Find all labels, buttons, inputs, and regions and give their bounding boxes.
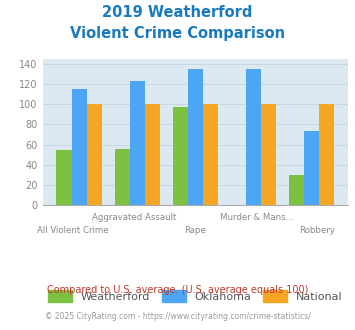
- Bar: [130, 82, 145, 205]
- Text: Compared to U.S. average. (U.S. average equals 100): Compared to U.S. average. (U.S. average …: [47, 285, 308, 295]
- Bar: [203, 105, 218, 205]
- Bar: [56, 149, 72, 205]
- Bar: [87, 105, 102, 205]
- Bar: [261, 105, 276, 205]
- Text: Aggravated Assault: Aggravated Assault: [92, 213, 176, 222]
- Text: Murder & Mans...: Murder & Mans...: [219, 213, 293, 222]
- Bar: [289, 175, 304, 205]
- Text: Violent Crime Comparison: Violent Crime Comparison: [70, 26, 285, 41]
- Bar: [188, 69, 203, 205]
- Bar: [304, 131, 319, 205]
- Bar: [115, 148, 130, 205]
- Text: All Violent Crime: All Violent Crime: [37, 226, 109, 235]
- Text: © 2025 CityRating.com - https://www.cityrating.com/crime-statistics/: © 2025 CityRating.com - https://www.city…: [45, 312, 310, 321]
- Text: Robbery: Robbery: [299, 226, 335, 235]
- Legend: Weatherford, Oklahoma, National: Weatherford, Oklahoma, National: [43, 286, 347, 307]
- Bar: [319, 105, 334, 205]
- Bar: [246, 69, 261, 205]
- Bar: [72, 89, 87, 205]
- Text: Rape: Rape: [184, 226, 206, 235]
- Text: 2019 Weatherford: 2019 Weatherford: [102, 5, 253, 20]
- Bar: [145, 105, 160, 205]
- Bar: [173, 108, 188, 205]
